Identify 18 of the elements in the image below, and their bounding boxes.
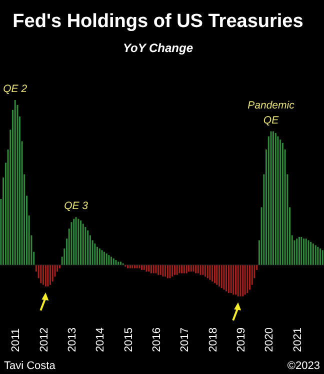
chart-subtitle: YoY Change (122, 41, 194, 55)
x-tick-label: 2018 (207, 328, 220, 352)
x-tick-label: 2014 (94, 328, 107, 352)
x-tick-label: 2021 (292, 328, 304, 352)
text: ©2023 (287, 360, 320, 372)
x-tick-label: 2015 (122, 328, 135, 352)
annotation: Pandemic QE (248, 99, 296, 126)
text: Tavi Costa (4, 360, 56, 372)
x-tick-label: 2012 (38, 328, 50, 352)
x-tick-label: 2011 (10, 328, 22, 352)
chart-title: Fed's Holdings of US Treasuries (12, 11, 304, 32)
x-tick-label: 2020 (264, 328, 276, 352)
x-tick-label: 2019 (235, 328, 248, 352)
x-tick-label: 2017 (179, 328, 192, 352)
x-tick-label: 2016 (150, 328, 163, 352)
annotation: QE 2 (3, 83, 28, 95)
x-tick-label: 2013 (66, 328, 78, 352)
annotation: QE 3 (64, 200, 88, 212)
